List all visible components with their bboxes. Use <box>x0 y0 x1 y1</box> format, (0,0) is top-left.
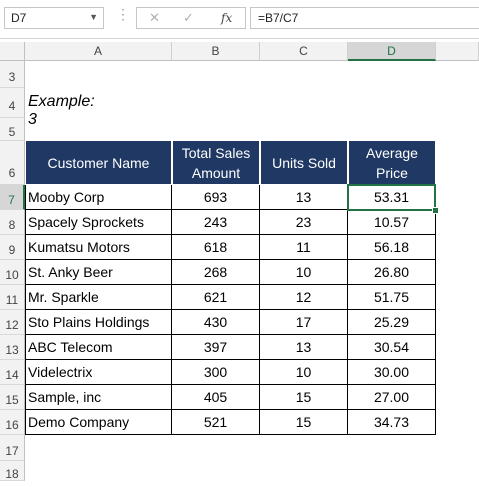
total-sales-cell[interactable]: 693 <box>172 185 260 210</box>
row-header-8[interactable]: 8 <box>0 210 25 235</box>
table-header-0[interactable]: Customer Name <box>25 141 172 185</box>
total-sales-cell[interactable]: 618 <box>172 235 260 260</box>
customer-name-cell[interactable]: Demo Company <box>25 410 172 435</box>
enter-icon[interactable]: ✓ <box>183 10 194 25</box>
total-sales-cell[interactable]: 268 <box>172 260 260 285</box>
row-header-15[interactable]: 15 <box>0 385 25 410</box>
column-header-c[interactable]: C <box>260 42 348 61</box>
average-price-cell[interactable]: 30.54 <box>348 335 436 360</box>
row-header-11[interactable]: 11 <box>0 285 25 310</box>
average-price-cell[interactable]: 10.57 <box>348 210 436 235</box>
units-sold-cell[interactable]: 10 <box>260 360 348 385</box>
formula-input[interactable]: =B7/C7 <box>250 7 479 29</box>
formula-bar: D7 ▼ ⋮ ✕ ✓ fx =B7/C7 <box>0 0 479 39</box>
average-price-cell[interactable]: 53.31 <box>348 185 436 210</box>
row-header-18[interactable]: 18 <box>0 461 25 481</box>
formula-value: =B7/C7 <box>258 11 299 25</box>
units-sold-cell[interactable]: 12 <box>260 285 348 310</box>
customer-name-cell[interactable]: Sample, inc <box>25 385 172 410</box>
cancel-icon[interactable]: ✕ <box>149 10 160 25</box>
customer-name-cell[interactable]: Mr. Sparkle <box>25 285 172 310</box>
more-icon[interactable]: ⋮ <box>116 6 130 22</box>
average-price-cell[interactable]: 26.80 <box>348 260 436 285</box>
units-sold-cell[interactable]: 11 <box>260 235 348 260</box>
average-price-cell[interactable]: 51.75 <box>348 285 436 310</box>
units-sold-cell[interactable]: 17 <box>260 310 348 335</box>
example-label: Example: 3 <box>28 93 95 128</box>
row-header-9[interactable]: 9 <box>0 235 25 260</box>
column-header-a[interactable]: A <box>25 42 172 61</box>
average-price-cell[interactable]: 27.00 <box>348 385 436 410</box>
total-sales-cell[interactable]: 243 <box>172 210 260 235</box>
units-sold-cell[interactable]: 23 <box>260 210 348 235</box>
total-sales-cell[interactable]: 405 <box>172 385 260 410</box>
customer-name-cell[interactable]: ABC Telecom <box>25 335 172 360</box>
formula-buttons: ✕ ✓ fx <box>136 7 246 29</box>
total-sales-cell[interactable]: 300 <box>172 360 260 385</box>
row-header-3[interactable]: 3 <box>0 61 25 88</box>
units-sold-cell[interactable]: 13 <box>260 185 348 210</box>
table-header-1[interactable]: Total Sales Amount <box>172 141 260 185</box>
row-header-14[interactable]: 14 <box>0 360 25 385</box>
table-header-3[interactable]: Average Price <box>348 141 436 185</box>
customer-name-cell[interactable]: St. Anky Beer <box>25 260 172 285</box>
customer-name-cell[interactable]: Sto Plains Holdings <box>25 310 172 335</box>
average-price-cell[interactable]: 34.73 <box>348 410 436 435</box>
customer-name-cell[interactable]: Mooby Corp <box>25 185 172 210</box>
row-header-7[interactable]: 7 <box>0 185 25 210</box>
row-header-10[interactable]: 10 <box>0 260 25 285</box>
select-all-corner[interactable] <box>0 42 25 61</box>
table-header-2[interactable]: Units Sold <box>260 141 348 185</box>
column-header-stub <box>436 42 479 61</box>
insert-function-icon[interactable]: fx <box>221 11 233 25</box>
row-header-5[interactable]: 5 <box>0 118 25 141</box>
name-box-value: D7 <box>11 11 27 25</box>
units-sold-cell[interactable]: 15 <box>260 410 348 435</box>
total-sales-cell[interactable]: 621 <box>172 285 260 310</box>
chevron-down-icon[interactable]: ▼ <box>89 12 98 22</box>
customer-name-cell[interactable]: Videlectrix <box>25 360 172 385</box>
average-price-cell[interactable]: 56.18 <box>348 235 436 260</box>
row-header-13[interactable]: 13 <box>0 335 25 360</box>
customer-name-cell[interactable]: Spacely Sprockets <box>25 210 172 235</box>
name-box[interactable]: D7 ▼ <box>4 7 104 29</box>
average-price-cell[interactable]: 25.29 <box>348 310 436 335</box>
units-sold-cell[interactable]: 13 <box>260 335 348 360</box>
average-price-cell[interactable]: 30.00 <box>348 360 436 385</box>
row-header-4[interactable]: 4 <box>0 88 25 118</box>
row-header-12[interactable]: 12 <box>0 310 25 335</box>
units-sold-cell[interactable]: 15 <box>260 385 348 410</box>
column-header-b[interactable]: B <box>172 42 260 61</box>
row-header-17[interactable]: 17 <box>0 435 25 461</box>
row-header-6[interactable]: 6 <box>0 141 25 185</box>
units-sold-cell[interactable]: 10 <box>260 260 348 285</box>
customer-name-cell[interactable]: Kumatsu Motors <box>25 235 172 260</box>
total-sales-cell[interactable]: 397 <box>172 335 260 360</box>
fill-handle[interactable] <box>432 207 439 214</box>
row-header-16[interactable]: 16 <box>0 410 25 435</box>
total-sales-cell[interactable]: 521 <box>172 410 260 435</box>
total-sales-cell[interactable]: 430 <box>172 310 260 335</box>
column-header-d[interactable]: D <box>348 42 436 61</box>
